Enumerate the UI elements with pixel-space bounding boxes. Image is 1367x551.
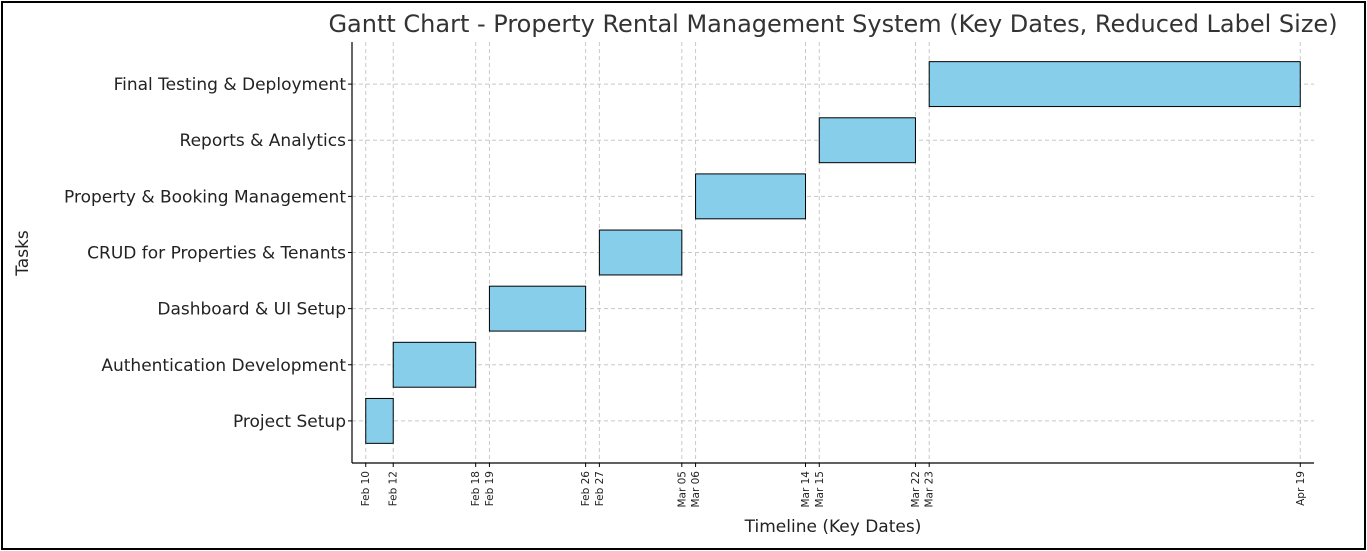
x-tick-label: Mar 14 [800, 471, 812, 508]
x-tick-label: Apr 19 [1295, 471, 1307, 506]
y-axis-label: Tasks [13, 230, 33, 277]
x-tick-label: Feb 18 [470, 471, 482, 506]
y-tick-labels: Project Setup Authentication Development D… [64, 75, 346, 432]
task-bar [392, 341, 477, 388]
x-tick-label: Feb 10 [360, 471, 372, 506]
x-tick-label: Feb 27 [594, 471, 606, 506]
x-tick-label: Feb 12 [388, 471, 400, 506]
task-bar [488, 285, 587, 332]
x-tick-label: Mar 15 [814, 471, 826, 508]
x-axis-label: Timeline (Key Dates) [744, 517, 922, 537]
task-bar [928, 61, 1301, 108]
task-bar [818, 117, 916, 164]
task-label: CRUD for Properties & Tenants [87, 244, 346, 264]
task-bar [695, 173, 807, 220]
task-bar [365, 397, 394, 444]
x-tick-labels: Feb 10 Feb 12 Feb 18 Feb 19 Feb 26 Feb 27 Mar … [360, 471, 1307, 508]
task-bar [598, 229, 683, 276]
task-label: Final Testing & Deployment [114, 75, 347, 95]
task-label: Authentication Development [101, 356, 346, 376]
x-tick-label: Feb 19 [484, 471, 496, 506]
x-tick-label: Mar 06 [690, 471, 702, 508]
x-tick-label: Feb 26 [580, 471, 592, 507]
axes [348, 42, 1314, 467]
chart-title: Gantt Chart - Property Rental Management… [328, 10, 1337, 38]
x-tick-label: Mar 23 [924, 471, 936, 508]
x-tick-label: Mar 05 [676, 471, 688, 508]
task-label: Reports & Analytics [180, 131, 347, 151]
x-tick-label: Mar 22 [910, 471, 922, 508]
bars-layer [365, 61, 1301, 444]
task-label: Project Setup [233, 412, 346, 432]
task-label: Dashboard & UI Setup [157, 300, 346, 320]
grid-lines [352, 42, 1314, 463]
task-label: Property & Booking Management [64, 187, 346, 207]
